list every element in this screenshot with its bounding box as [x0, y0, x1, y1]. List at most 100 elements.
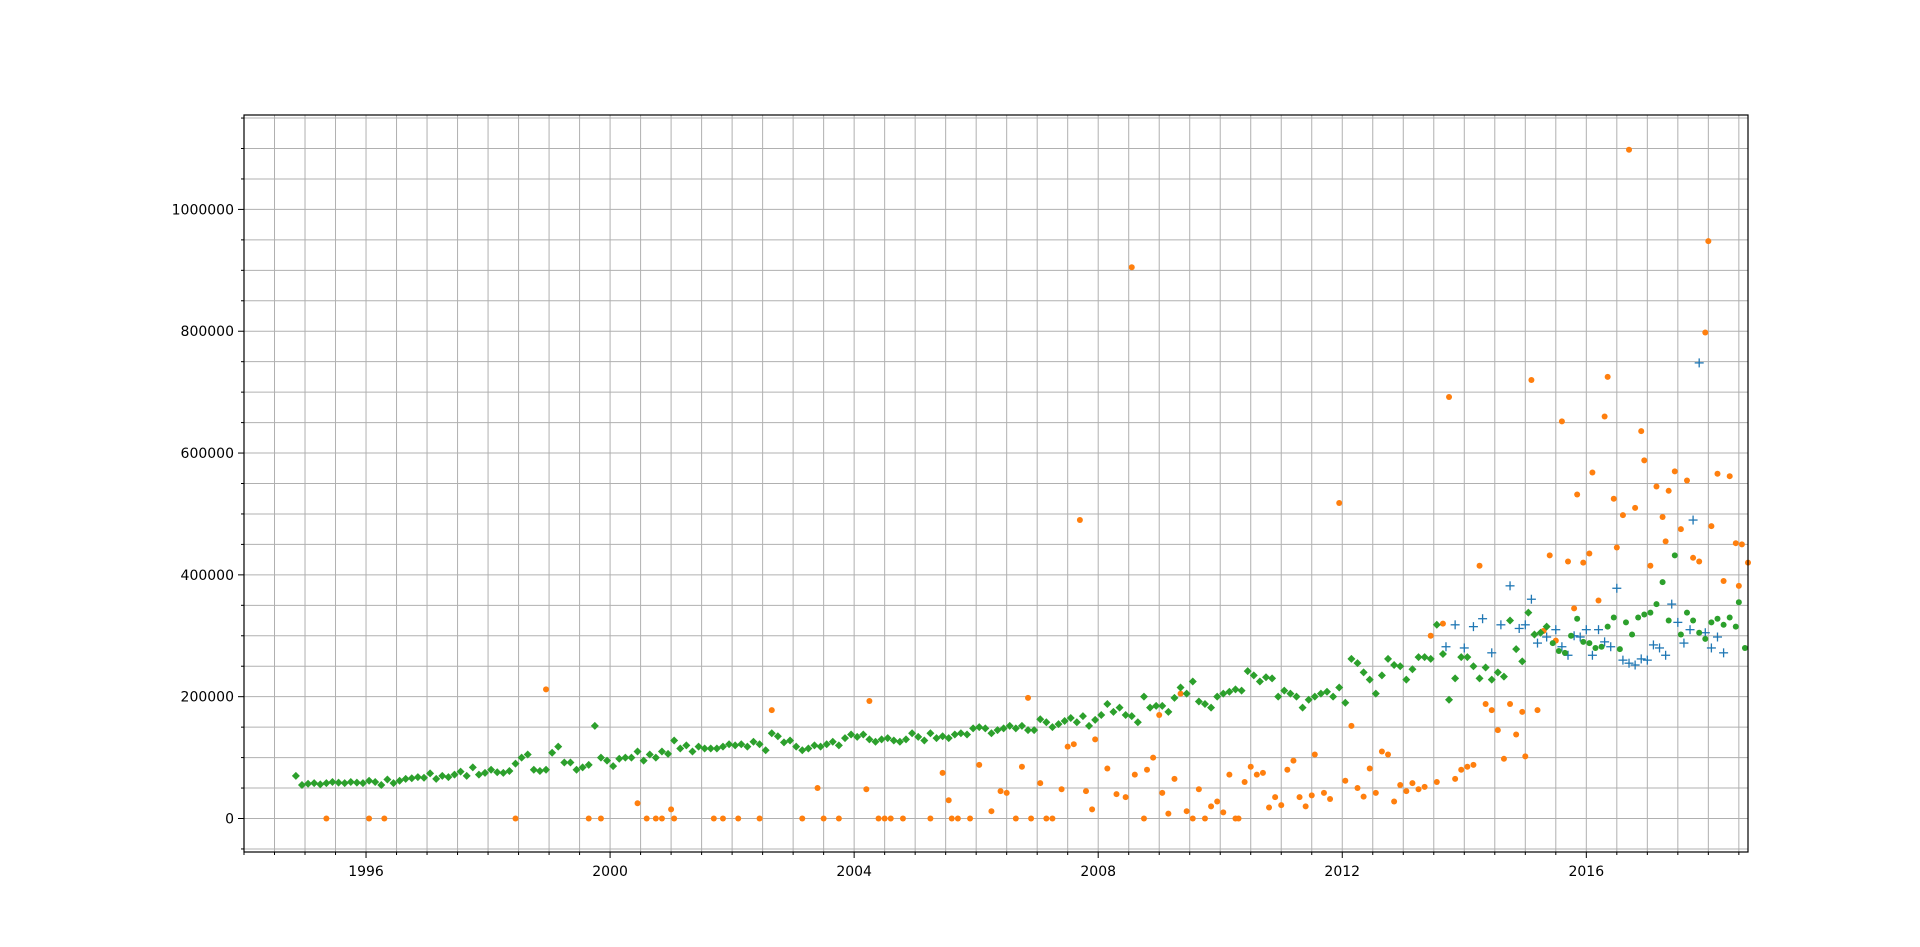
circle-point: [976, 761, 983, 768]
diamond-point: [664, 749, 673, 758]
diamond-point: [590, 721, 599, 730]
plus-point: [1700, 628, 1710, 638]
diamond-point: [712, 744, 721, 753]
plus-point: [1618, 655, 1628, 665]
circle-point: [1070, 741, 1077, 748]
diamond-point: [542, 765, 551, 774]
circle-point: [1284, 766, 1291, 773]
circle-point: [1613, 544, 1620, 551]
diamond-point: [419, 773, 428, 782]
diamond-point: [1280, 686, 1289, 695]
diamond-point: [627, 753, 636, 762]
diamond-point: [725, 740, 734, 749]
diamond-point: [1512, 645, 1521, 654]
diamond-point: [1457, 653, 1466, 662]
diamond-point: [657, 747, 666, 756]
y-tick-label: 200000: [181, 690, 234, 706]
diamond-point: [1426, 654, 1435, 663]
plus-point: [1685, 625, 1695, 635]
diamond-point: [1109, 707, 1118, 716]
circle-point: [719, 815, 726, 822]
plus-point: [1450, 620, 1460, 630]
diamond-point: [999, 724, 1008, 733]
circle-point: [1580, 559, 1587, 566]
circle-point: [1131, 771, 1138, 778]
circle-point: [1647, 609, 1654, 616]
x-tick-label: 2016: [1568, 864, 1604, 880]
y-tick-label: 0: [225, 812, 234, 828]
circle-point: [1528, 376, 1535, 383]
diamond-point: [560, 758, 569, 767]
diamond-point: [651, 753, 660, 762]
diamond-point: [578, 763, 587, 772]
circle-point: [671, 815, 678, 822]
plus-point: [1694, 358, 1704, 368]
diamond-point: [352, 778, 361, 787]
circle-point: [1702, 635, 1709, 642]
circle-point: [1571, 605, 1578, 612]
circle-point: [643, 815, 650, 822]
diamond-point: [895, 737, 904, 746]
circle-point: [1076, 517, 1083, 524]
diamond-point: [1384, 654, 1393, 663]
plus-point: [1587, 650, 1597, 660]
diamond-point: [1139, 692, 1148, 701]
diamond-point: [1371, 689, 1380, 698]
diamond-point: [1506, 616, 1515, 625]
circle-point: [1522, 753, 1529, 760]
circle-point: [1635, 614, 1642, 621]
diamond-point: [1499, 672, 1508, 681]
diamond-point: [401, 774, 410, 783]
circle-point: [1241, 778, 1248, 785]
diamond-point: [902, 735, 911, 744]
diamond-point: [1170, 693, 1179, 702]
circle-point: [1629, 631, 1636, 638]
circle-point: [1738, 541, 1745, 548]
diamond-point: [956, 729, 965, 738]
circle-point: [1391, 798, 1398, 805]
circle-point: [1409, 780, 1416, 787]
circle-point: [1622, 619, 1629, 626]
circle-point: [1208, 803, 1215, 810]
plus-point: [1551, 625, 1561, 635]
diamond-point: [737, 740, 746, 749]
circle-point: [1446, 394, 1453, 401]
plus-point: [1581, 625, 1591, 635]
diamond-point: [462, 771, 471, 780]
diamond-point: [1390, 661, 1399, 670]
diamond-point: [877, 735, 886, 744]
circle-point: [1659, 579, 1666, 586]
plus-point: [1612, 583, 1622, 593]
plus-point: [1600, 637, 1610, 647]
diamond-point: [871, 737, 880, 746]
diamond-point: [1219, 689, 1228, 698]
circle-point: [1220, 809, 1227, 816]
diamond-point: [1420, 653, 1429, 662]
circle-point: [1513, 731, 1520, 738]
circle-point: [1403, 788, 1410, 795]
y-tick-label: 1000000: [172, 202, 234, 218]
diamond-point: [609, 762, 618, 771]
diamond-point: [615, 754, 624, 763]
circle-point: [1683, 609, 1690, 616]
x-tick-label: 2008: [1080, 864, 1116, 880]
diamond-point: [328, 777, 337, 786]
plus-point: [1679, 638, 1689, 648]
circle-point: [967, 815, 974, 822]
circle-point: [1266, 804, 1273, 811]
diamond-point: [975, 723, 984, 732]
circle-point: [1214, 798, 1221, 805]
circle-point: [710, 815, 717, 822]
circle-point: [1568, 632, 1575, 639]
diamond-point: [1133, 718, 1142, 727]
circle-point: [1488, 707, 1495, 714]
diamond-point: [1542, 622, 1551, 631]
circle-point: [820, 815, 827, 822]
circle-point: [1156, 711, 1163, 718]
diamond-point: [1249, 671, 1258, 680]
diamond-point: [914, 732, 923, 741]
diamond-point: [889, 736, 898, 745]
diamond-point: [1274, 692, 1283, 701]
diamond-point: [828, 737, 837, 746]
circle-point: [1311, 751, 1318, 758]
